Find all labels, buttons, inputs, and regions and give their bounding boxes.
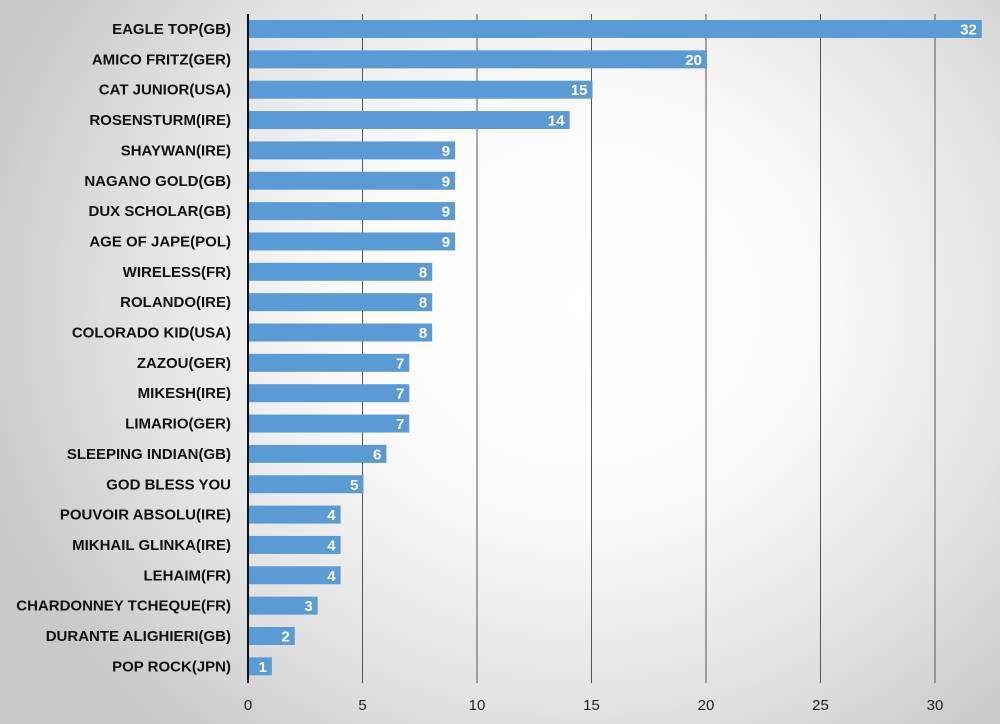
- x-tick-label-30: 30: [927, 697, 944, 714]
- data-label-15: 6: [373, 446, 381, 463]
- data-label-7: 9: [442, 204, 450, 221]
- category-label-21: DURANTE ALIGHIERI(GB): [46, 628, 231, 645]
- bar-9: [249, 262, 433, 281]
- category-label-13: MIKESH(IRE): [138, 385, 231, 402]
- bar-8: [249, 232, 456, 251]
- category-label-1: EAGLE TOP(GB): [112, 21, 231, 38]
- bar-13: [249, 384, 410, 403]
- bar-16: [249, 475, 364, 494]
- category-label-9: WIRELESS(FR): [123, 264, 231, 281]
- data-label-9: 8: [419, 264, 427, 281]
- data-label-2: 20: [685, 52, 702, 69]
- bar-5: [249, 141, 456, 160]
- data-label-20: 3: [304, 598, 312, 615]
- data-label-17: 4: [327, 507, 336, 524]
- bar-18: [249, 535, 341, 554]
- bar-20: [249, 596, 318, 615]
- category-label-11: COLORADO KID(USA): [72, 325, 231, 342]
- x-tick-label-15: 15: [583, 697, 600, 714]
- bar-12: [249, 353, 410, 372]
- data-label-10: 8: [419, 295, 427, 312]
- category-label-2: AMICO FRITZ(GER): [92, 51, 231, 68]
- category-label-7: DUX SCHOLAR(GB): [89, 203, 232, 220]
- data-label-21: 2: [281, 629, 289, 646]
- bar-21: [249, 627, 295, 645]
- category-label-6: NAGANO GOLD(GB): [84, 173, 231, 190]
- data-label-1: 32: [960, 22, 977, 39]
- category-label-12: ZAZOU(GER): [137, 355, 231, 372]
- category-label-4: ROSENSTURM(IRE): [89, 112, 231, 129]
- data-label-6: 9: [442, 173, 450, 190]
- data-label-12: 7: [396, 355, 404, 372]
- bar-11: [249, 323, 433, 342]
- category-label-15: SLEEPING INDIAN(GB): [67, 446, 231, 463]
- category-label-10: ROLANDO(IRE): [120, 294, 231, 311]
- category-label-8: AGE OF JAPE(POL): [89, 233, 231, 250]
- x-tick-label-20: 20: [698, 697, 715, 714]
- category-label-20: CHARDONNEY TCHEQUE(FR): [16, 598, 231, 615]
- category-label-16: GOD BLESS YOU: [106, 476, 231, 493]
- data-label-3: 15: [571, 82, 588, 99]
- bar-17: [249, 505, 341, 524]
- bar-19: [249, 566, 341, 585]
- data-label-13: 7: [396, 386, 404, 403]
- category-label-14: LIMARIO(GER): [125, 416, 231, 433]
- x-tick-label-10: 10: [469, 697, 486, 714]
- category-label-5: SHAYWAN(IRE): [121, 142, 231, 159]
- data-label-14: 7: [396, 416, 404, 433]
- category-label-3: CAT JUNIOR(USA): [99, 82, 231, 99]
- bar-1: [249, 20, 982, 38]
- category-label-18: MIKHAIL GLINKA(IRE): [72, 537, 231, 554]
- category-label-19: LEHAIM(FR): [144, 567, 231, 584]
- data-label-8: 9: [442, 234, 450, 251]
- data-label-11: 8: [419, 325, 427, 342]
- data-label-4: 14: [548, 113, 565, 130]
- category-label-17: POUVOIR ABSOLU(IRE): [60, 507, 231, 524]
- bar-3: [249, 80, 593, 99]
- category-label-22: POP ROCK(JPN): [112, 658, 231, 675]
- bars: [249, 20, 982, 676]
- bar-7: [249, 202, 456, 221]
- bar-4: [249, 111, 570, 130]
- bar-2: [249, 50, 707, 69]
- bar-10: [249, 293, 433, 312]
- bar-6: [249, 171, 456, 190]
- data-label-18: 4: [327, 537, 336, 554]
- data-label-16: 5: [350, 477, 358, 494]
- data-label-22: 1: [259, 659, 267, 676]
- x-tick-label-0: 0: [244, 697, 252, 714]
- x-tick-label-25: 25: [812, 697, 829, 714]
- bar-14: [249, 414, 410, 433]
- x-tick-label-5: 5: [358, 697, 366, 714]
- data-label-5: 9: [442, 143, 450, 160]
- data-label-19: 4: [327, 568, 336, 585]
- bar-22: [249, 657, 272, 676]
- bar-15: [249, 444, 387, 463]
